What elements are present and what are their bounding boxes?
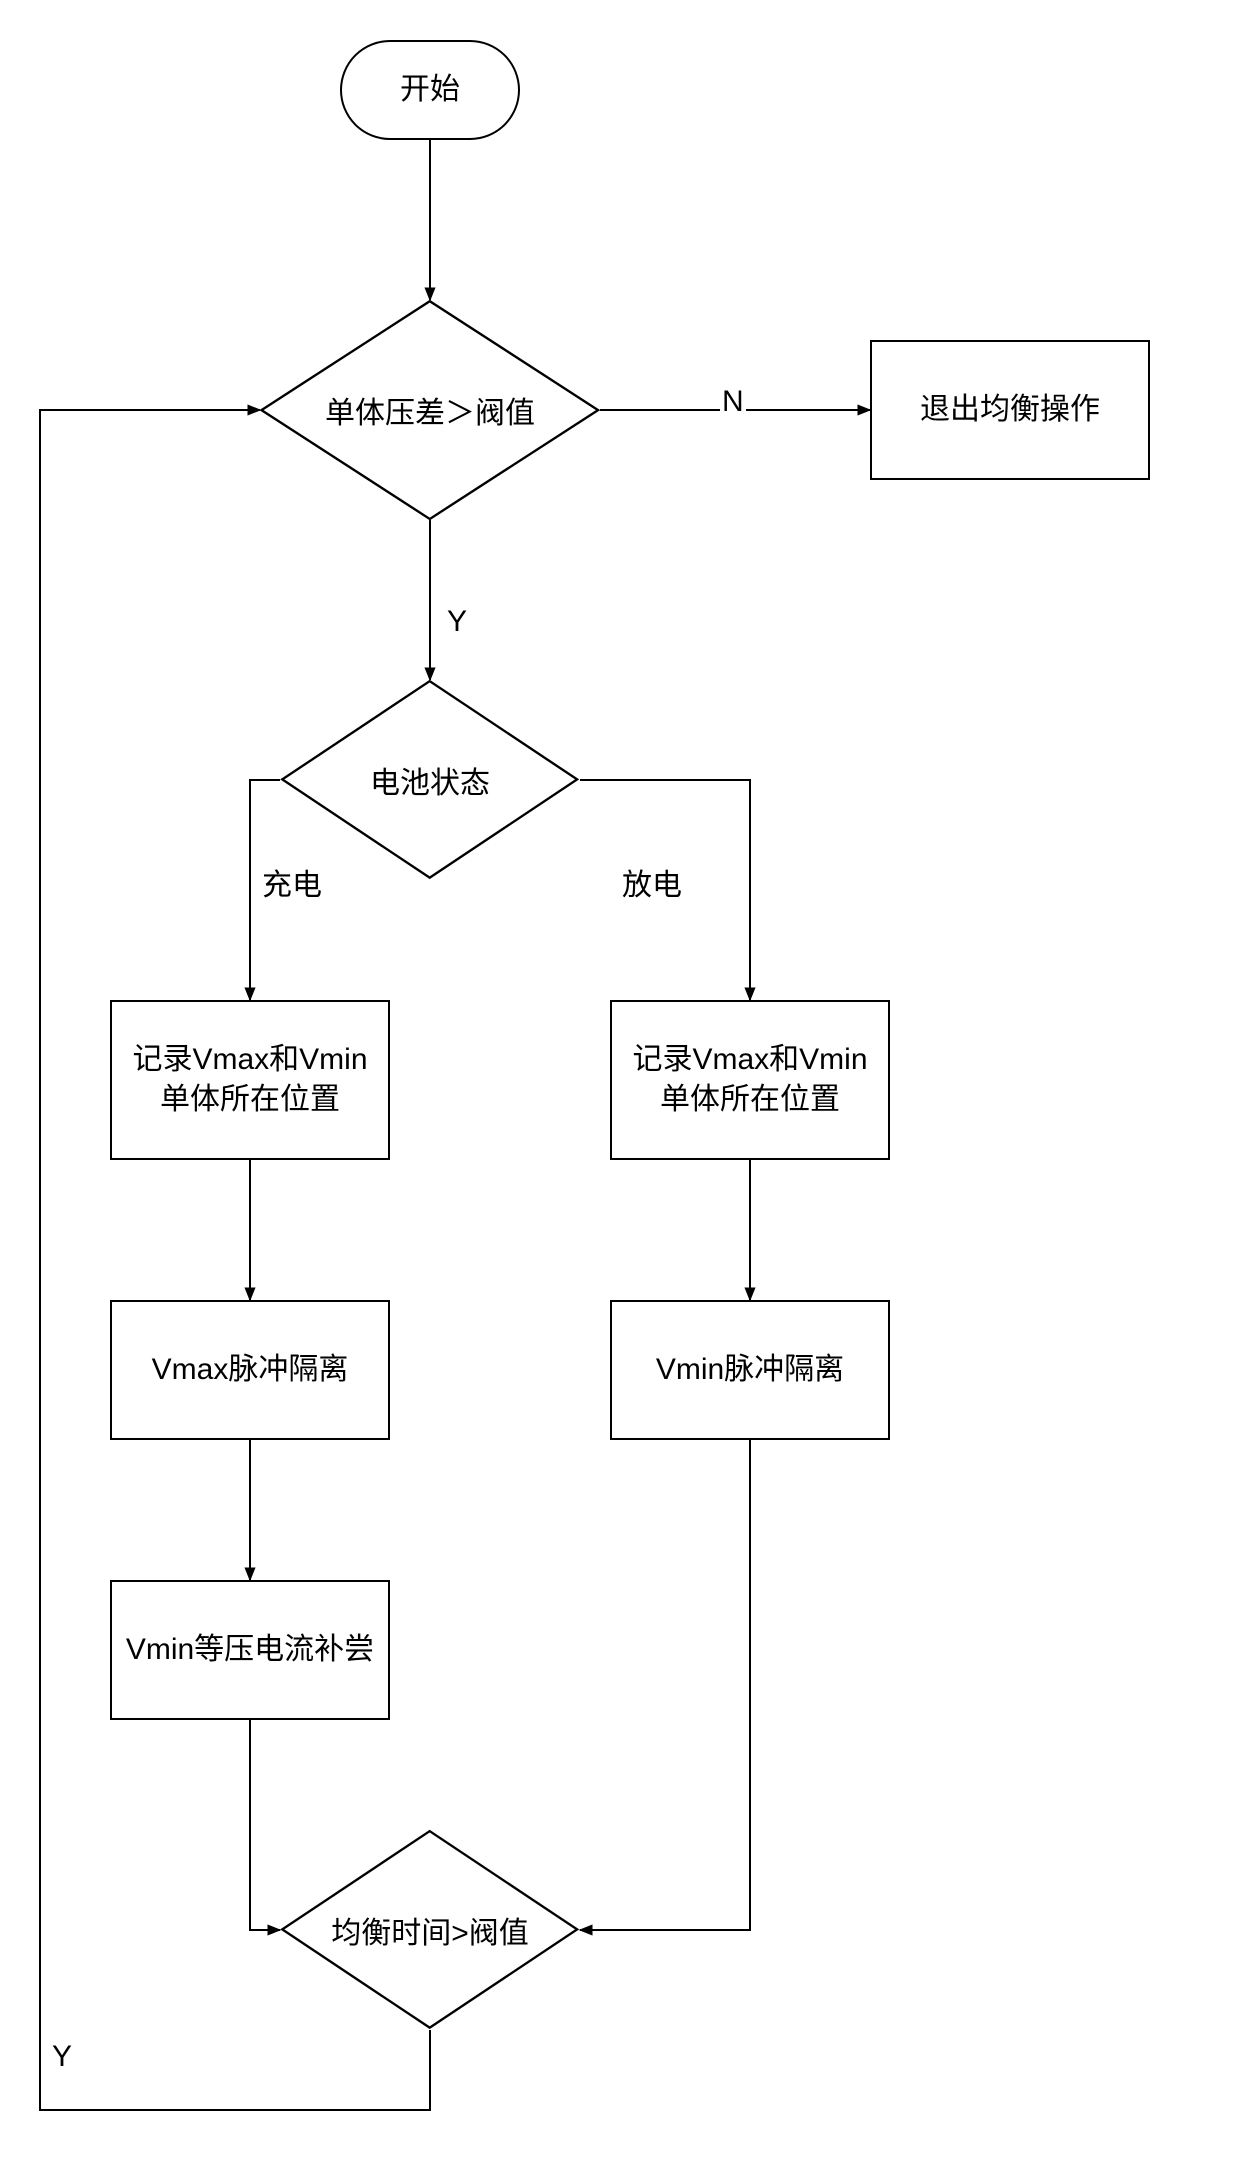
node-start-label: 开始 — [400, 70, 460, 111]
edge-e_d2_left-label: 充电 — [260, 860, 324, 904]
node-recR: 记录Vmax和Vmin 单体所在位置 — [610, 1000, 890, 1160]
node-isoR-label: Vmin脉冲隔离 — [656, 1350, 844, 1391]
node-comp: Vmin等压电流补尝 — [110, 1580, 390, 1720]
node-d2: 电池状态 — [280, 680, 580, 880]
node-isoL: Vmax脉冲隔离 — [110, 1300, 390, 1440]
node-recL-label: 记录Vmax和Vmin 单体所在位置 — [132, 1040, 367, 1121]
node-d2-label: 电池状态 — [280, 680, 580, 880]
node-d3: 均衡时间>阀值 — [280, 1830, 580, 2030]
node-recR-label: 记录Vmax和Vmin 单体所在位置 — [632, 1040, 867, 1121]
node-exit-label: 退出均衡操作 — [920, 390, 1100, 431]
node-exit: 退出均衡操作 — [870, 340, 1150, 480]
node-start: 开始 — [340, 40, 520, 140]
flowchart-canvas: 开始单体压差＞阀值 退出均衡操作电池状态记录Vmax和Vmin 单体所在位置 记录V… — [0, 0, 1240, 2183]
node-comp-label: Vmin等压电流补尝 — [126, 1630, 374, 1671]
node-isoL-label: Vmax脉冲隔离 — [152, 1350, 349, 1391]
node-d1-label: 单体压差＞阀值 — [260, 300, 600, 520]
edge-e_d1_d2-label: Y — [445, 605, 469, 639]
node-isoR: Vmin脉冲隔离 — [610, 1300, 890, 1440]
node-d1: 单体压差＞阀值 — [260, 300, 600, 520]
edge-e_isoR_d3 — [580, 1440, 750, 1930]
node-d3-label: 均衡时间>阀值 — [280, 1830, 580, 2030]
edge-e_comp_d3 — [250, 1720, 280, 1930]
edge-e_d2_right-label: 放电 — [620, 860, 684, 904]
edge-e_d1_exit-label: N — [720, 385, 746, 419]
node-recL: 记录Vmax和Vmin 单体所在位置 — [110, 1000, 390, 1160]
edge-e_d3_loop-label: Y — [50, 2040, 74, 2074]
